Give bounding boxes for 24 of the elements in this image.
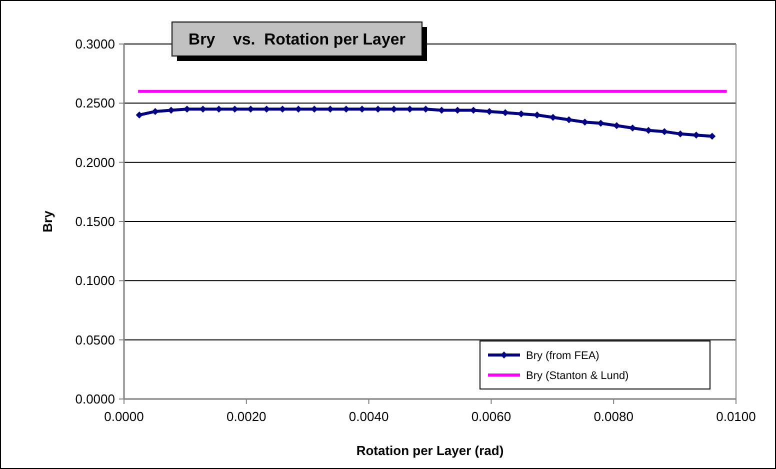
x-axis-title: Rotation per Layer (rad) [356,443,504,458]
y-axis-title: Bry [40,210,55,232]
y-tick-label: 0.2500 [75,96,115,111]
point [708,132,716,140]
legend-label: Bry (from FEA) [526,350,600,362]
point [565,116,572,124]
point [136,112,143,118]
x-tick-label: 0.0040 [348,409,389,424]
x-tick-label: 0.0080 [594,409,634,424]
point [152,108,159,115]
point [502,109,509,116]
y-tick-label: 0.1000 [75,273,115,288]
x-tick-label: 0.0060 [471,409,512,424]
y-tick-label: 0.2000 [75,154,115,170]
x-tick-label: 0.0000 [104,409,144,424]
y-tick-label: 0.0000 [75,392,115,407]
chart-title: Bry vs. Rotation per Layer [188,32,406,49]
x-tick-label: 0.0100 [716,409,756,424]
y-tick-label: 0.1500 [75,214,115,230]
y-tick-label: 0.3000 [75,36,115,52]
x-tick-label: 0.0020 [226,409,266,424]
point [581,118,588,126]
y-tick-label: 0.0500 [75,332,115,348]
legend-label: Bry (Stanton & Lund) [526,370,629,382]
